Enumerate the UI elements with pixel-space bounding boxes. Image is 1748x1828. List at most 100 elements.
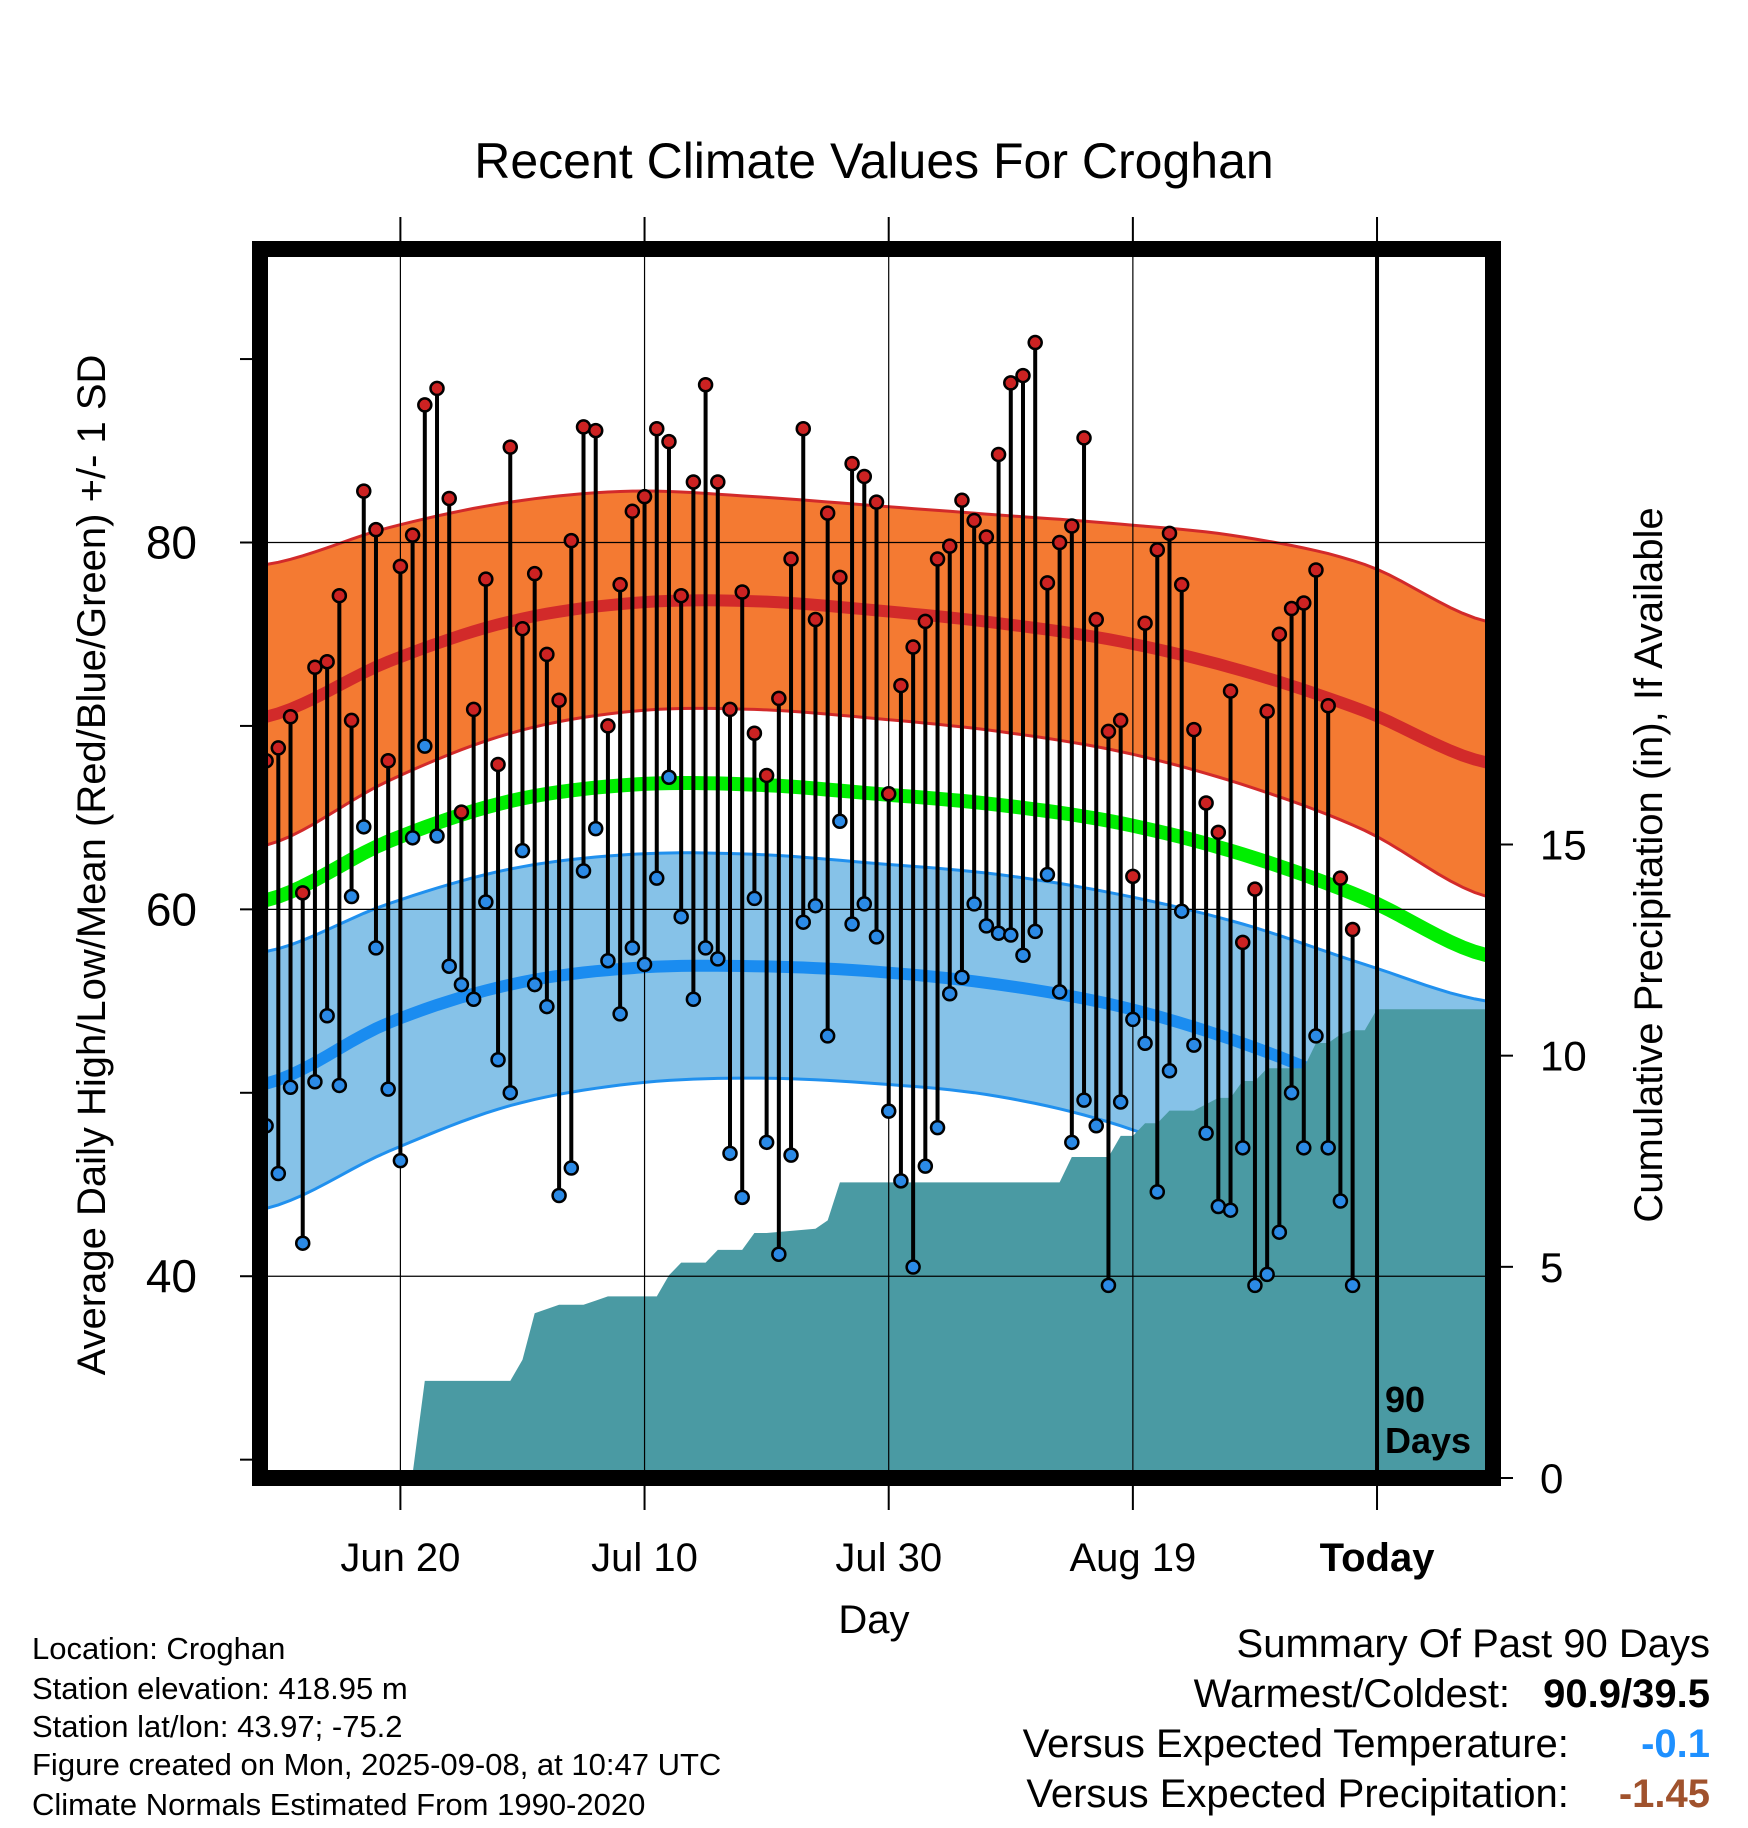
daily-low-point	[294, 1235, 311, 1251]
daily-high-point	[282, 709, 299, 725]
daily-low-point	[722, 1145, 738, 1162]
daily-high-point	[539, 646, 555, 663]
daily-low-point	[331, 1077, 348, 1094]
daily-high-point	[1125, 868, 1141, 885]
daily-high-point	[1320, 697, 1336, 714]
daily-high-point	[1100, 723, 1117, 740]
daily-low-point	[563, 1160, 580, 1176]
x-tick-label: Jul 30	[835, 1536, 942, 1580]
daily-low-point	[404, 830, 421, 846]
daily-low-point	[1149, 1184, 1166, 1200]
daily-low-point	[307, 1074, 323, 1090]
plot-border	[252, 241, 1501, 1486]
daily-high-point	[1271, 626, 1288, 642]
daily-low-point	[514, 842, 531, 859]
daily-high-point	[514, 620, 531, 637]
daily-low-point	[636, 956, 653, 973]
daily-high-point	[319, 653, 335, 670]
daily-high-point	[551, 692, 567, 708]
daily-high-point	[465, 701, 482, 718]
daily-low-point	[868, 929, 885, 945]
daily-temperature-bars	[258, 334, 1361, 1294]
daily-low-point	[856, 896, 873, 912]
daily-low-point	[356, 819, 372, 835]
daily-high-point	[954, 492, 970, 509]
daily-low-point	[1259, 1266, 1275, 1283]
daily-high-point	[1003, 375, 1019, 391]
daily-low-point	[587, 820, 604, 837]
daily-high-point	[368, 521, 384, 538]
daily-low-point	[465, 991, 482, 1007]
daily-high-point	[1064, 518, 1080, 534]
daily-high-point	[880, 786, 897, 802]
temp-value: -0.1	[1641, 1722, 1710, 1766]
daily-low-point	[1112, 1094, 1129, 1110]
warm-cold-label: Warmest/Coldest:	[1193, 1672, 1511, 1716]
daily-high-point	[1051, 534, 1068, 551]
daily-low-point	[746, 890, 763, 907]
daily-high-point	[636, 488, 653, 505]
daily-high-point	[978, 529, 995, 545]
daily-high-point	[478, 571, 494, 587]
today-days-label-number: 90	[1385, 1379, 1425, 1420]
daily-high-point	[612, 576, 628, 593]
daily-high-point	[856, 468, 873, 485]
daily-high-point	[661, 433, 677, 450]
daily-high-point	[1173, 576, 1190, 593]
daily-high-point	[1234, 934, 1251, 951]
daily-low-point	[343, 888, 360, 905]
daily-high-point	[941, 538, 958, 554]
daily-low-point	[539, 998, 555, 1015]
daily-high-point	[502, 439, 519, 455]
daily-low-point	[990, 925, 1007, 941]
daily-low-point	[270, 1165, 287, 1182]
daily-low-point	[1332, 1193, 1349, 1209]
daily-high-point	[294, 885, 311, 901]
daily-high-point	[380, 753, 396, 769]
daily-high-point	[343, 712, 360, 729]
daily-low-point	[1125, 1011, 1141, 1028]
daily-low-point	[1186, 1037, 1202, 1053]
elevation-text: Station elevation: 418.95 m	[32, 1671, 408, 1706]
daily-low-point	[368, 940, 384, 956]
x-tick-label: Jun 20	[340, 1536, 460, 1580]
daily-low-point	[893, 1173, 909, 1189]
daily-low-point	[478, 894, 494, 910]
daily-low-point	[954, 969, 970, 985]
daily-high-point	[441, 490, 457, 507]
daily-low-point	[795, 914, 812, 930]
daily-high-point	[734, 584, 750, 600]
daily-low-point	[673, 908, 689, 925]
y2-tick-label: 15	[1540, 821, 1587, 868]
daily-high-point	[1039, 575, 1056, 591]
daily-high-point	[917, 613, 934, 630]
daily-high-point	[624, 503, 641, 520]
axes: 40 60 80 0 5 10 15 Jun 20 Jul 10 Jul 30 Aug 19 Toda…	[70, 217, 1671, 1580]
daily-high-point	[685, 474, 702, 490]
daily-high-point	[307, 659, 323, 675]
daily-high-point	[795, 421, 812, 437]
warm-cold-value: 90.9/39.5	[1543, 1672, 1710, 1716]
daily-high-point	[771, 690, 787, 707]
daily-high-point	[1027, 334, 1043, 351]
daily-low-point	[880, 1103, 897, 1119]
daily-low-point	[819, 1028, 836, 1044]
y-tick-label: 40	[146, 1250, 197, 1302]
daily-high-point	[819, 505, 836, 521]
daily-high-point	[331, 587, 348, 604]
daily-low-point	[941, 985, 958, 1002]
summary-title: Summary Of Past 90 Days	[1236, 1622, 1710, 1666]
daily-high-point	[929, 551, 946, 567]
daily-high-point	[1308, 562, 1324, 578]
daily-low-point	[710, 951, 726, 967]
daily-high-point	[1222, 683, 1239, 699]
y2-axis-label: Cumulative Precipitation (in), If Availa…	[1627, 507, 1671, 1222]
daily-high-point	[587, 422, 604, 439]
temp-label: Versus Expected Temperature:	[1022, 1722, 1569, 1766]
daily-low-point	[844, 916, 860, 932]
daily-low-point	[441, 958, 457, 974]
daily-high-point	[673, 587, 689, 604]
summary-temperature: Versus Expected Temperature: -0.1	[1023, 1722, 1710, 1767]
